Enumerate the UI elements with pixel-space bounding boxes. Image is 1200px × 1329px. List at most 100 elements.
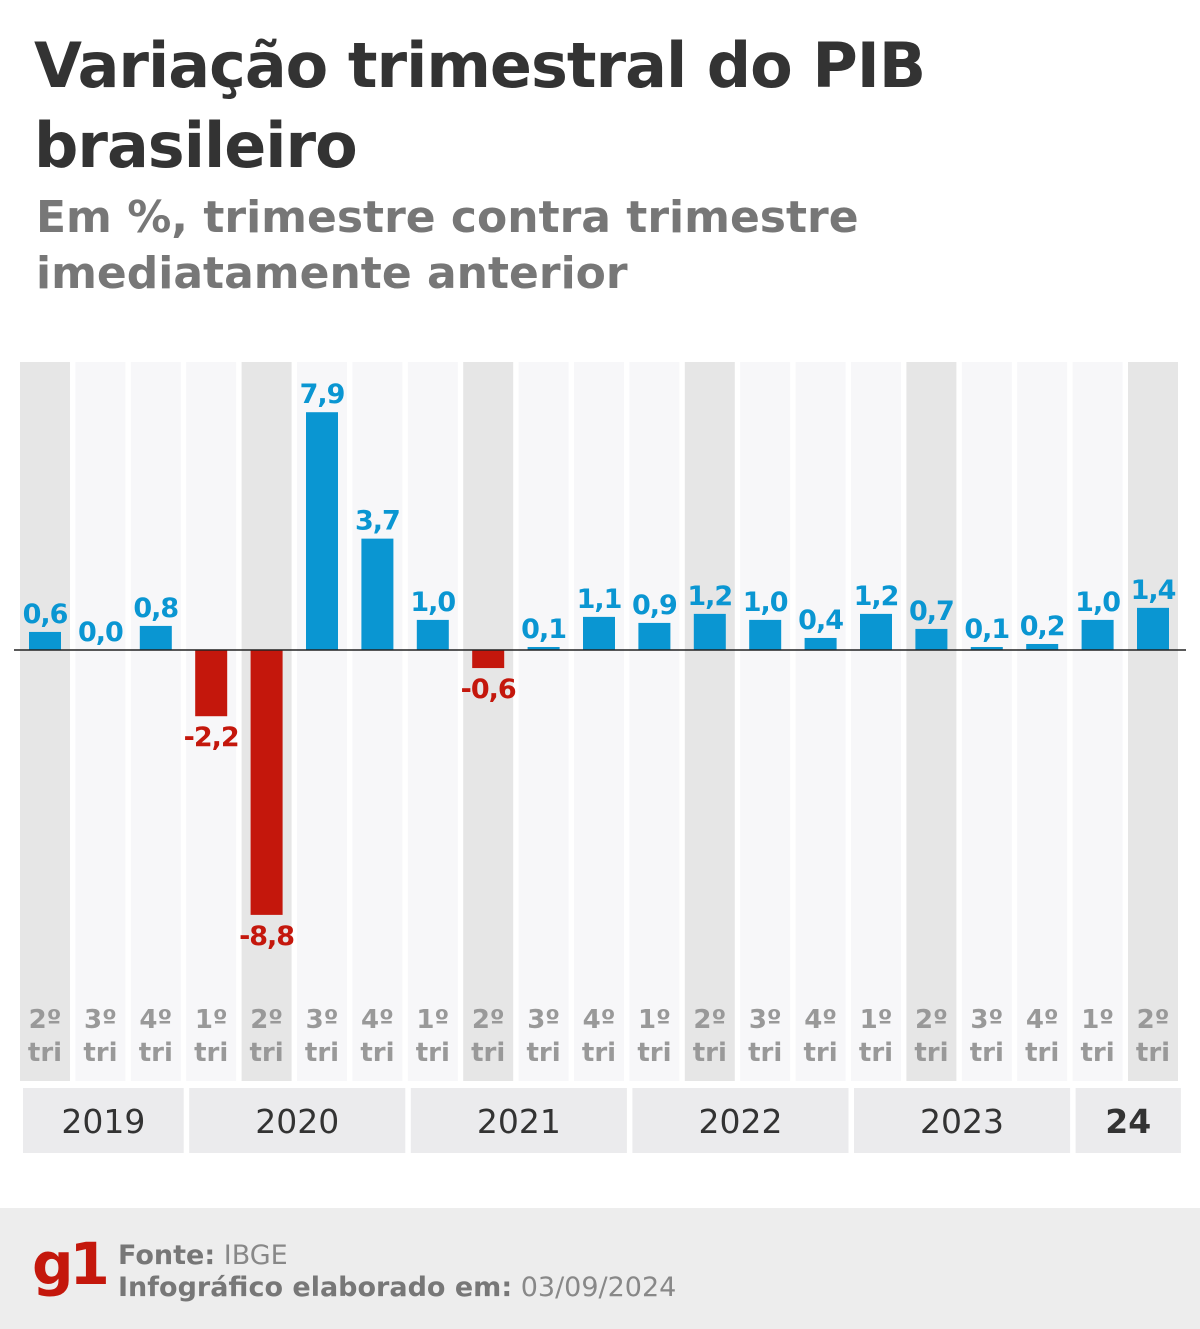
bar bbox=[306, 412, 338, 650]
quarter-label-tri: tri bbox=[83, 1038, 117, 1068]
quarter-label: 3º bbox=[84, 1005, 117, 1035]
bar bbox=[970, 646, 1003, 650]
quarter-label: 2º bbox=[29, 1005, 62, 1035]
bar bbox=[860, 613, 892, 650]
bar bbox=[804, 637, 837, 650]
quarter-label: 2º bbox=[693, 1005, 726, 1035]
quarter-label-tri: tri bbox=[1081, 1038, 1115, 1068]
year-label: 2023 bbox=[920, 1102, 1004, 1141]
quarter-label-tri: tri bbox=[859, 1038, 893, 1068]
year-band bbox=[410, 1088, 627, 1153]
bar bbox=[638, 622, 671, 650]
quarter-label: 4º bbox=[804, 1005, 837, 1035]
quarter-column bbox=[75, 362, 126, 1081]
quarter-label: 4º bbox=[583, 1005, 616, 1035]
source-value: IBGE bbox=[223, 1240, 288, 1271]
bar bbox=[361, 538, 394, 650]
data-label: 0,8 bbox=[133, 593, 178, 624]
bar bbox=[1026, 643, 1059, 650]
quarter-label-tri: tri bbox=[305, 1038, 339, 1068]
quarter-column bbox=[740, 362, 791, 1081]
bar bbox=[583, 616, 615, 650]
quarter-column bbox=[684, 362, 735, 1081]
chart-title: Variação trimestral do PIB brasileiro bbox=[34, 29, 926, 182]
quarter-label: 4º bbox=[361, 1005, 394, 1035]
quarter-label-tri: tri bbox=[970, 1038, 1004, 1068]
quarter-label: 1º bbox=[195, 1005, 228, 1035]
quarter-column bbox=[1128, 362, 1178, 1081]
data-label: 0,9 bbox=[632, 590, 677, 621]
footer: g1 Fonte: IBGE Infográfico elaborado em:… bbox=[0, 1208, 1200, 1329]
quarter-label-tri: tri bbox=[139, 1038, 173, 1068]
quarter-label-tri: tri bbox=[527, 1038, 561, 1068]
bar bbox=[693, 613, 726, 650]
quarter-label-tri: tri bbox=[28, 1038, 62, 1068]
g1-logo: g1 bbox=[32, 1230, 110, 1298]
data-label: 7,9 bbox=[300, 379, 345, 410]
data-label: 0,0 bbox=[78, 617, 123, 648]
year-label: 2021 bbox=[477, 1102, 561, 1141]
quarter-label: 4º bbox=[139, 1005, 172, 1035]
quarter-label-tri: tri bbox=[693, 1038, 727, 1068]
quarter-label: 3º bbox=[306, 1005, 339, 1035]
quarter-label-tri: tri bbox=[194, 1038, 228, 1068]
quarter-column bbox=[186, 362, 237, 1081]
bar bbox=[1081, 619, 1114, 650]
quarter-column bbox=[851, 362, 901, 1081]
quarter-label: 3º bbox=[527, 1005, 560, 1035]
quarter-column bbox=[574, 362, 624, 1081]
bar bbox=[472, 650, 505, 669]
quarter-column bbox=[1017, 362, 1068, 1081]
quarter-label-tri: tri bbox=[804, 1038, 838, 1068]
year-band bbox=[1075, 1088, 1181, 1153]
data-label: 0,1 bbox=[521, 614, 566, 645]
data-label: 0,4 bbox=[798, 605, 843, 636]
quarter-column bbox=[518, 362, 569, 1081]
quarter-label-tri: tri bbox=[1025, 1038, 1059, 1068]
quarter-label-tri: tri bbox=[360, 1038, 394, 1068]
bar bbox=[416, 619, 449, 650]
data-label: 1,4 bbox=[1131, 575, 1176, 606]
quarter-column bbox=[629, 362, 680, 1081]
data-label: -8,8 bbox=[239, 921, 294, 952]
data-label: 0,7 bbox=[909, 596, 954, 627]
quarter-label: 2º bbox=[472, 1005, 505, 1035]
quarter-label: 3º bbox=[749, 1005, 782, 1035]
quarter-column bbox=[1072, 362, 1123, 1081]
quarter-label: 2º bbox=[250, 1005, 283, 1035]
quarter-label-tri: tri bbox=[1136, 1038, 1170, 1068]
quarter-label-tri: tri bbox=[914, 1038, 948, 1068]
date-label: Infográfico elaborado em: bbox=[118, 1272, 513, 1303]
quarter-column bbox=[463, 362, 514, 1081]
quarter-label: 2º bbox=[1137, 1005, 1170, 1035]
source-line: Fonte: IBGE bbox=[118, 1240, 288, 1271]
data-label: -2,2 bbox=[184, 722, 239, 753]
bar bbox=[527, 646, 560, 650]
year-label: 2022 bbox=[698, 1102, 782, 1141]
data-label: 0,6 bbox=[23, 599, 68, 630]
quarter-column bbox=[20, 362, 70, 1081]
quarter-label-tri: tri bbox=[416, 1038, 450, 1068]
quarter-label: 1º bbox=[1081, 1005, 1114, 1035]
data-label: 1,1 bbox=[577, 584, 622, 615]
data-label: 1,2 bbox=[687, 581, 732, 612]
year-band bbox=[632, 1088, 849, 1153]
data-label: 1,0 bbox=[1075, 587, 1120, 618]
bar bbox=[195, 650, 228, 717]
quarter-label-tri: tri bbox=[250, 1038, 284, 1068]
year-label: 2019 bbox=[61, 1102, 145, 1141]
date-line: Infográfico elaborado em: 03/09/2024 bbox=[118, 1272, 676, 1303]
date-value: 03/09/2024 bbox=[520, 1272, 677, 1303]
quarter-label: 4º bbox=[1026, 1005, 1059, 1035]
data-label: 3,7 bbox=[355, 506, 400, 537]
data-label: 1,0 bbox=[410, 587, 455, 618]
data-label: 0,1 bbox=[964, 614, 1009, 645]
quarter-label: 1º bbox=[416, 1005, 449, 1035]
source-label: Fonte: bbox=[118, 1240, 216, 1271]
quarter-label-tri: tri bbox=[582, 1038, 616, 1068]
bar-chart: 2ºtri3ºtri4ºtri1ºtri2ºtri3ºtri4ºtri1ºtri… bbox=[14, 362, 1186, 1153]
quarter-label-tri: tri bbox=[637, 1038, 671, 1068]
quarter-column bbox=[352, 362, 403, 1081]
year-label: 24 bbox=[1105, 1102, 1151, 1141]
bar bbox=[1137, 607, 1169, 650]
